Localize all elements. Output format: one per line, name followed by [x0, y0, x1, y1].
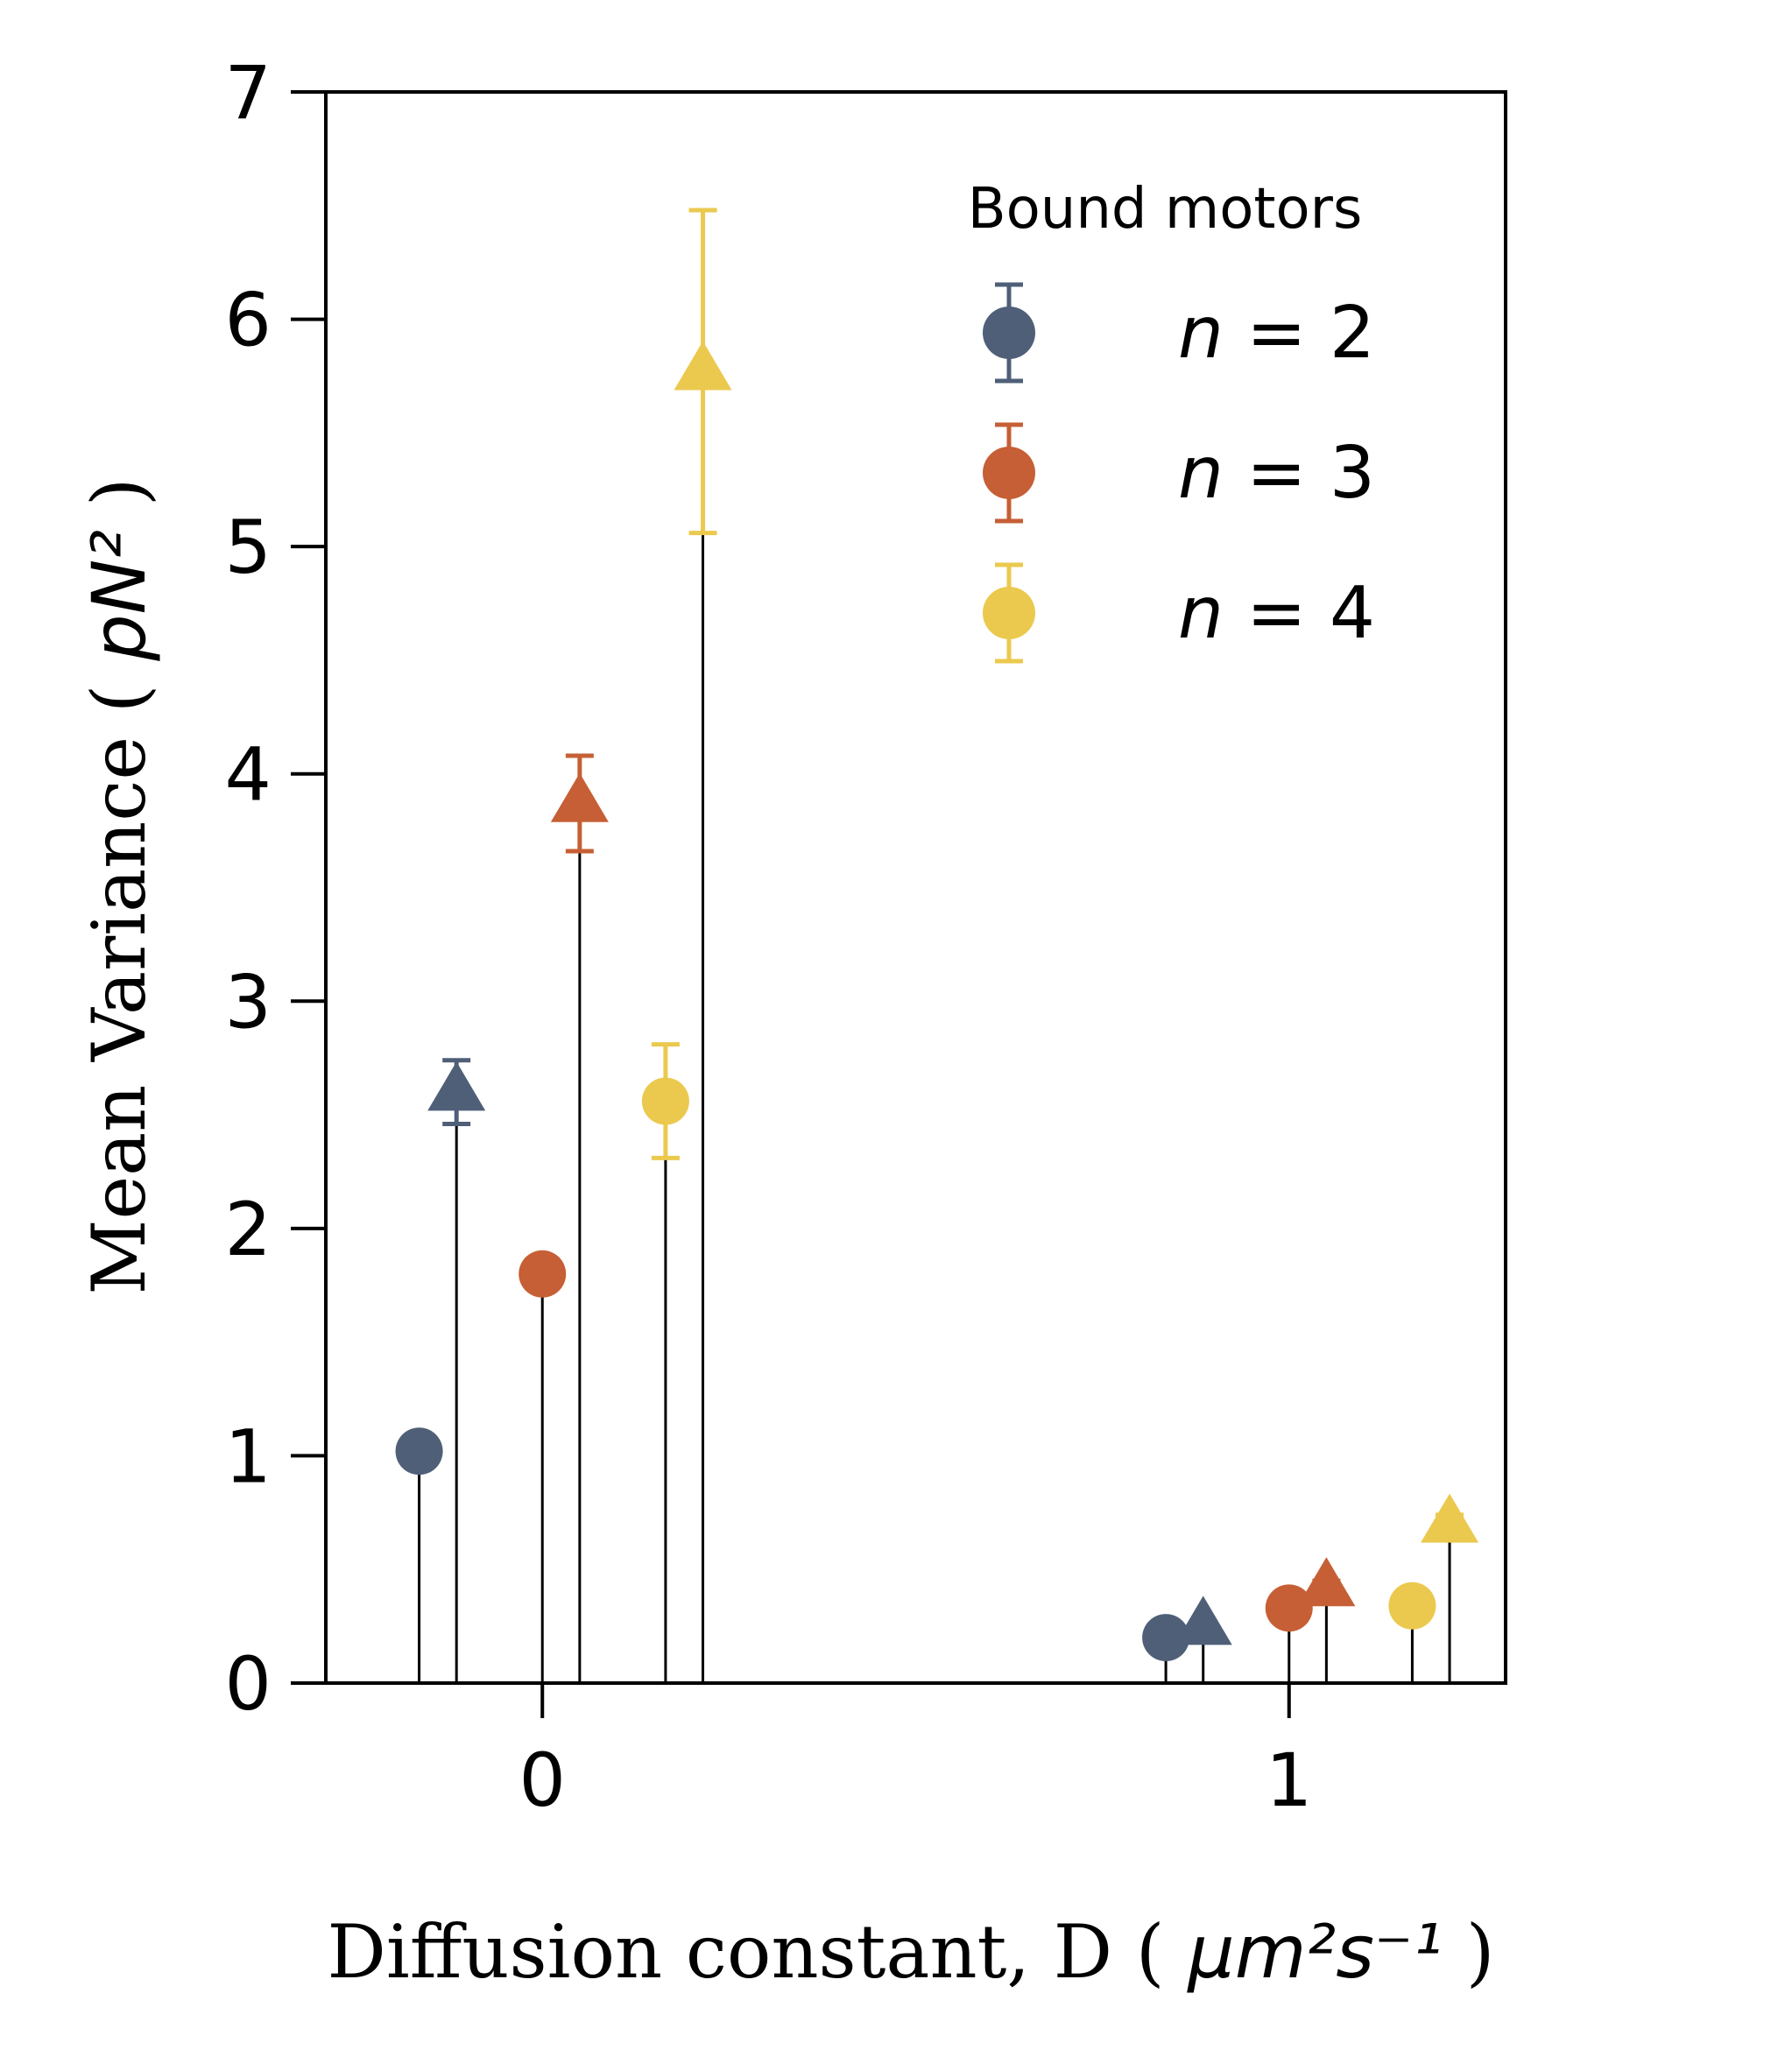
- y-tick-label: 4: [225, 732, 272, 818]
- legend-marker: [983, 447, 1035, 499]
- legend-title: Bound motors: [968, 177, 1363, 242]
- circle-marker: [1142, 1614, 1190, 1662]
- triangle-marker: [674, 341, 732, 391]
- legend-label: n = 4: [1178, 572, 1375, 655]
- y-axis-title: Mean Variance ( pN² ): [76, 477, 162, 1294]
- y-tick-label: 2: [225, 1187, 272, 1272]
- y-tick-label: 7: [225, 50, 272, 136]
- legend-marker: [983, 306, 1035, 359]
- plot-area: [324, 90, 1507, 1685]
- y-tick-label: 6: [225, 278, 272, 363]
- legend-label: n = 2: [1178, 292, 1375, 375]
- circle-marker: [1265, 1584, 1313, 1632]
- y-axis: 0 1 2 3 4 5 6 7: [225, 50, 326, 1727]
- circle-marker: [641, 1077, 689, 1125]
- triangle-marker: [1421, 1493, 1479, 1543]
- triangle-marker: [1174, 1596, 1232, 1645]
- legend: Bound motors n = 2 n = 3 n = 4: [968, 177, 1375, 664]
- x-axis-title: Diffusion constant, D ( μm²s⁻¹ ): [328, 1909, 1495, 1995]
- triangle-marker: [427, 1061, 486, 1111]
- circle-marker: [395, 1427, 443, 1476]
- circle-marker: [519, 1250, 567, 1298]
- circle-marker: [1388, 1581, 1436, 1630]
- triangle-marker: [1297, 1557, 1356, 1607]
- y-tick-label: 3: [225, 959, 272, 1045]
- y-tick-label: 0: [225, 1641, 272, 1727]
- data-marks: [395, 208, 1479, 1683]
- triangle-marker: [550, 772, 609, 822]
- x-tick-label: 1: [1266, 1737, 1312, 1823]
- legend-label: n = 3: [1178, 432, 1375, 515]
- y-tick-label: 5: [225, 504, 272, 590]
- legend-marker: [983, 587, 1035, 639]
- y-tick-label: 1: [225, 1413, 272, 1499]
- x-tick-label: 0: [519, 1737, 566, 1823]
